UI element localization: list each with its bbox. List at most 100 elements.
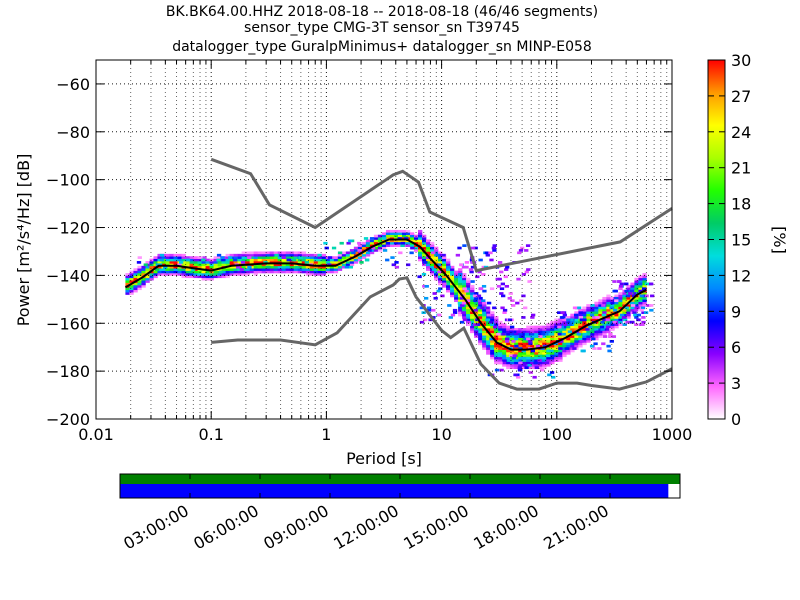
heatmap-cell xyxy=(253,273,258,276)
heatmap-cell xyxy=(297,270,303,274)
heatmap-cell xyxy=(181,253,186,257)
heatmap-cell xyxy=(506,351,511,355)
heatmap-cell xyxy=(213,273,218,276)
heatmap-cell xyxy=(510,351,515,355)
heatmap-cell xyxy=(185,258,191,262)
heatmap-cell xyxy=(137,280,142,283)
heatmap-cell xyxy=(641,320,646,324)
heatmap-cell xyxy=(474,332,479,336)
heatmap-cell xyxy=(221,275,226,279)
heatmap-cell xyxy=(233,273,238,276)
heatmap-cell xyxy=(329,265,335,269)
heatmap-cell xyxy=(562,354,567,358)
heatmap-cell xyxy=(503,275,508,279)
heatmap-cell xyxy=(522,359,527,362)
heatmap-cell xyxy=(309,270,315,274)
heatmap-cell xyxy=(428,318,433,322)
heatmap-cell xyxy=(442,265,447,269)
heatmap-cell xyxy=(550,337,555,341)
heatmap-cell xyxy=(607,349,612,353)
heatmap-cell xyxy=(518,249,524,252)
heatmap-cell xyxy=(609,340,614,343)
heatmap-cell xyxy=(486,342,491,346)
heatmap-cell xyxy=(490,354,495,358)
heatmap-cell xyxy=(221,263,226,267)
heatmap-cell xyxy=(292,258,297,262)
heatmap-cell xyxy=(397,234,403,238)
heatmap-cell xyxy=(494,318,499,322)
heatmap-cell xyxy=(521,273,527,276)
heatmap-cell xyxy=(470,318,475,322)
heatmap-cell xyxy=(558,356,563,360)
heatmap-cell xyxy=(333,256,339,259)
heatmap-cell xyxy=(337,265,343,269)
heatmap-cell xyxy=(485,253,490,257)
heatmap-cell xyxy=(574,323,579,326)
heatmap-cell xyxy=(547,361,552,365)
heatmap-cell xyxy=(437,313,442,317)
heatmap-cell xyxy=(542,363,547,367)
heatmap-cell xyxy=(475,323,481,326)
colorbar-tick-label: 15 xyxy=(731,231,751,250)
mode-line xyxy=(124,238,647,351)
heatmap-cell xyxy=(165,263,170,267)
heatmap-cell xyxy=(281,253,287,257)
heatmap-cell xyxy=(610,299,615,303)
heatmap-cell xyxy=(454,296,459,300)
heatmap-cell xyxy=(614,313,619,317)
heatmap-cell xyxy=(499,292,504,295)
heatmap-cell xyxy=(417,237,423,240)
heatmap-cell xyxy=(213,275,218,279)
heatmap-cell xyxy=(410,246,415,250)
heatmap-cell xyxy=(237,261,242,264)
heatmap-cell xyxy=(450,292,455,295)
heatmap-cell xyxy=(430,241,435,245)
heatmap-cell xyxy=(357,253,363,257)
heatmap-cell xyxy=(454,289,459,293)
heatmap-cell xyxy=(557,325,562,329)
heatmap-cell xyxy=(649,308,654,312)
heatmap-cell xyxy=(572,306,578,310)
heatmap-cell xyxy=(462,244,467,247)
heatmap-cell xyxy=(635,306,640,310)
heatmap-cell xyxy=(240,261,246,264)
heatmap-cell xyxy=(425,256,431,259)
heatmap-cell xyxy=(422,237,427,240)
heatmap-cell xyxy=(253,261,258,264)
heatmap-cell xyxy=(309,256,315,259)
heatmap-cell xyxy=(608,332,613,336)
timeline-bar-psd xyxy=(120,484,669,498)
heatmap-cell xyxy=(153,270,158,274)
heatmap-cell xyxy=(477,270,482,274)
heatmap-cell xyxy=(634,277,639,281)
heatmap-cell xyxy=(624,282,629,286)
heatmap-cell xyxy=(327,263,332,267)
heatmap-cell xyxy=(442,277,447,281)
heatmap-cell xyxy=(558,351,563,355)
heatmap-cell xyxy=(597,347,602,350)
heatmap-cell xyxy=(426,246,431,250)
heatmap-cell xyxy=(606,306,611,310)
heatmap-cell xyxy=(333,270,339,274)
heatmap-cell xyxy=(177,256,182,259)
heatmap-cell xyxy=(419,306,424,310)
heatmap-cell xyxy=(528,342,533,346)
heatmap-cell xyxy=(562,342,567,346)
heatmap-cell xyxy=(494,330,499,334)
heatmap-cell xyxy=(478,316,483,319)
heatmap-cell xyxy=(273,251,279,255)
heatmap-cell xyxy=(544,361,550,365)
heatmap-cell xyxy=(602,308,607,312)
heatmap-cell xyxy=(269,256,274,259)
heatmap-cell xyxy=(397,232,403,236)
heatmap-cell xyxy=(273,256,279,259)
heatmap-cell xyxy=(301,258,307,262)
heatmap-cell xyxy=(538,354,543,358)
heatmap-cell xyxy=(193,275,198,279)
heatmap-cell xyxy=(582,306,587,310)
heatmap-cell xyxy=(558,347,563,350)
heatmap-cell xyxy=(506,366,511,370)
heatmap-cell xyxy=(305,253,311,257)
heatmap-cell xyxy=(348,265,354,269)
heatmap-cell xyxy=(478,318,483,322)
